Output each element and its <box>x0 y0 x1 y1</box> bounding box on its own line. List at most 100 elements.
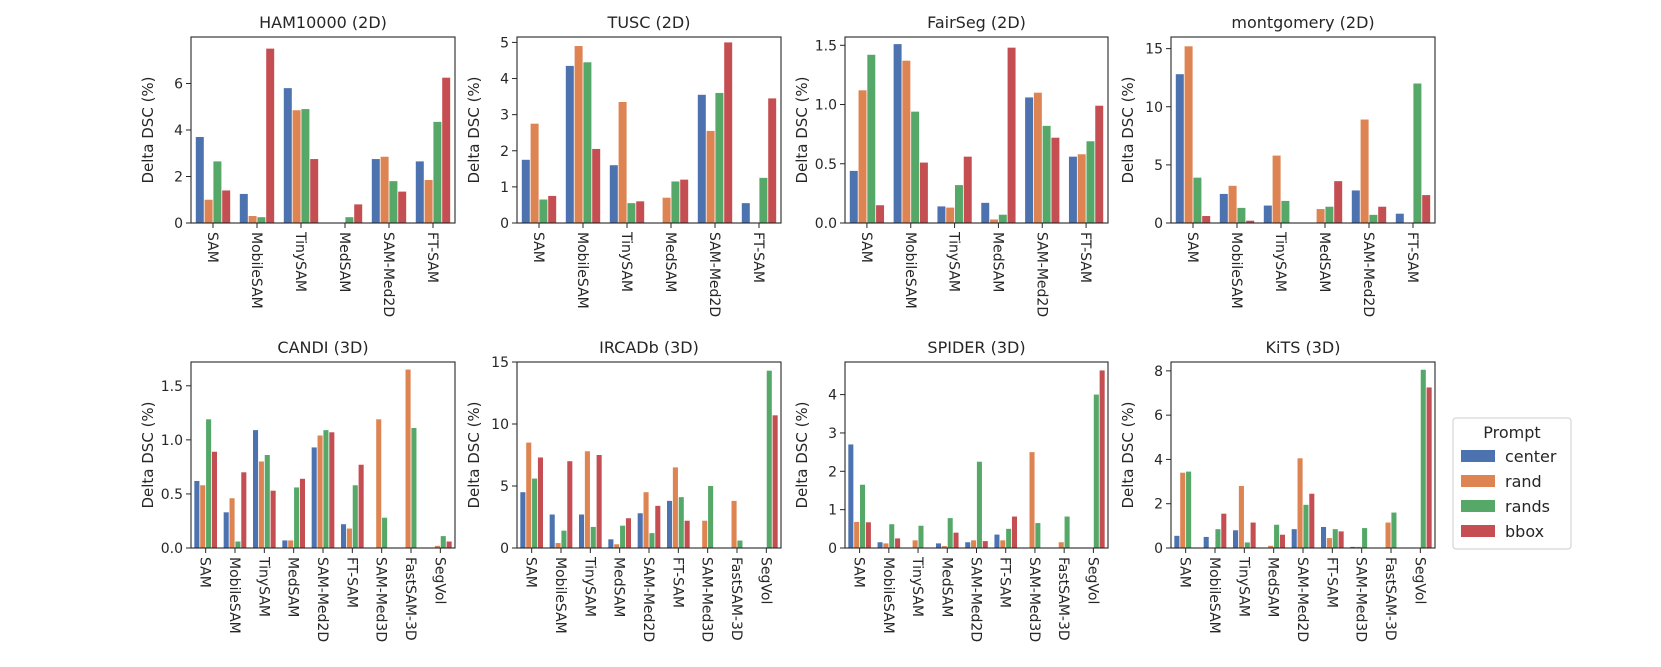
bar-rands <box>1303 504 1309 548</box>
bar-center <box>194 480 200 548</box>
legend-swatch <box>1461 525 1495 537</box>
bar-rands <box>1244 542 1250 548</box>
bar-rand <box>672 467 678 548</box>
bar-bbox <box>1250 522 1256 548</box>
y-axis-label: Delta DSC (%) <box>1119 401 1137 508</box>
bar-bbox <box>241 472 247 548</box>
y-axis-label: Delta DSC (%) <box>1119 76 1137 183</box>
bar-bbox <box>537 457 543 548</box>
bar-rands <box>678 497 684 548</box>
bar-center <box>1203 536 1209 548</box>
x-tick-label: SAM <box>530 232 546 263</box>
y-tick-label: 1.0 <box>815 98 837 114</box>
bar-center <box>1395 213 1404 223</box>
bar-rand <box>1000 540 1006 548</box>
bar-rands <box>911 111 920 223</box>
bar-bbox <box>1422 195 1431 223</box>
bar-rand <box>229 498 235 548</box>
y-tick-label: 6 <box>1154 408 1163 424</box>
chart-title: FairSeg (2D) <box>927 13 1026 32</box>
y-tick-label: 0.0 <box>161 541 183 557</box>
y-axis-label: Delta DSC (%) <box>139 76 157 183</box>
x-tick-label: TinySAM <box>255 556 271 617</box>
bar-rands <box>561 530 567 548</box>
bar-rand <box>643 492 649 548</box>
x-tick-label: MedSAM <box>285 557 301 617</box>
x-tick-label: FT-SAM <box>750 232 766 283</box>
bar-rand <box>854 521 860 548</box>
bar-rands <box>708 486 714 548</box>
bar-rands <box>1086 141 1095 223</box>
bar-rand <box>317 435 323 548</box>
x-tick-label: SAM-Med2D <box>968 557 984 642</box>
chart-title: montgomery (2D) <box>1231 13 1374 32</box>
bar-rand <box>1326 538 1332 548</box>
x-tick-label: FT-SAM <box>1323 557 1339 608</box>
x-tick-label: SAM <box>851 557 867 588</box>
y-tick-label: 2 <box>1154 497 1163 513</box>
bar-rands <box>323 430 329 548</box>
bar-rand <box>902 60 911 223</box>
bar-rand <box>1356 546 1362 548</box>
bar-bbox <box>1338 531 1344 548</box>
bar-rand <box>1297 458 1303 548</box>
bar-rands <box>1332 529 1338 548</box>
bar-bbox <box>772 415 778 548</box>
bar-rand <box>1272 155 1281 223</box>
bar-center <box>667 500 673 548</box>
bar-bbox <box>222 190 231 223</box>
bar-bbox <box>1099 370 1105 548</box>
x-tick-label: MobileSAM <box>1228 232 1244 309</box>
bar-center <box>1174 535 1180 548</box>
bar-bbox <box>329 432 335 548</box>
axes-frame <box>844 361 1109 549</box>
x-tick-label: FastSAM-3D <box>402 557 418 641</box>
bar-bbox <box>1011 516 1018 548</box>
bar-rands <box>1042 125 1051 223</box>
x-tick-label: SAM <box>1184 232 1200 263</box>
bar-bbox <box>398 191 407 223</box>
bar-center <box>608 539 614 548</box>
x-tick-label: TinySAM <box>618 231 634 292</box>
bar-center <box>311 447 317 548</box>
bar-rands <box>947 518 953 548</box>
bar-rands <box>889 524 895 548</box>
x-tick-label: SAM <box>858 232 874 263</box>
x-tick-label: FT-SAM <box>1404 232 1420 283</box>
bar-rand <box>1228 185 1237 223</box>
x-tick-label: SegVol <box>1411 557 1427 604</box>
y-tick-label: 4 <box>828 388 837 404</box>
bar-rand <box>380 156 389 223</box>
bar-center <box>549 514 555 548</box>
bar-center <box>565 65 574 223</box>
bar-rand <box>1058 542 1064 548</box>
bar-center <box>520 492 526 548</box>
y-tick-label: 2 <box>174 170 183 186</box>
x-tick-label: MedSAM <box>1316 232 1332 292</box>
bar-rands <box>345 217 354 223</box>
y-tick-label: 4 <box>174 123 183 139</box>
bar-rand <box>858 90 867 223</box>
bar-center <box>1350 546 1356 548</box>
y-tick-label: 1.0 <box>161 433 183 449</box>
bar-rand <box>204 199 213 223</box>
axes-frame <box>1170 361 1436 549</box>
y-tick-label: 1 <box>500 180 509 196</box>
bar-center <box>239 193 248 223</box>
bar-rands <box>1006 528 1012 548</box>
bar-rands <box>1413 83 1422 223</box>
bar-bbox <box>592 148 601 223</box>
y-tick-label: 4 <box>500 72 509 88</box>
bar-center <box>877 542 883 548</box>
x-tick-label: SAM <box>197 557 213 588</box>
bar-bbox <box>919 162 928 223</box>
x-tick-label: MobileSAM <box>902 232 918 309</box>
bar-rands <box>976 461 982 548</box>
bar-rand <box>883 543 889 548</box>
y-axis-label: Delta DSC (%) <box>793 76 811 183</box>
bar-rand <box>346 528 352 548</box>
bar-rands <box>1274 524 1280 548</box>
bar-center <box>609 165 618 223</box>
bar-rands <box>389 181 398 223</box>
